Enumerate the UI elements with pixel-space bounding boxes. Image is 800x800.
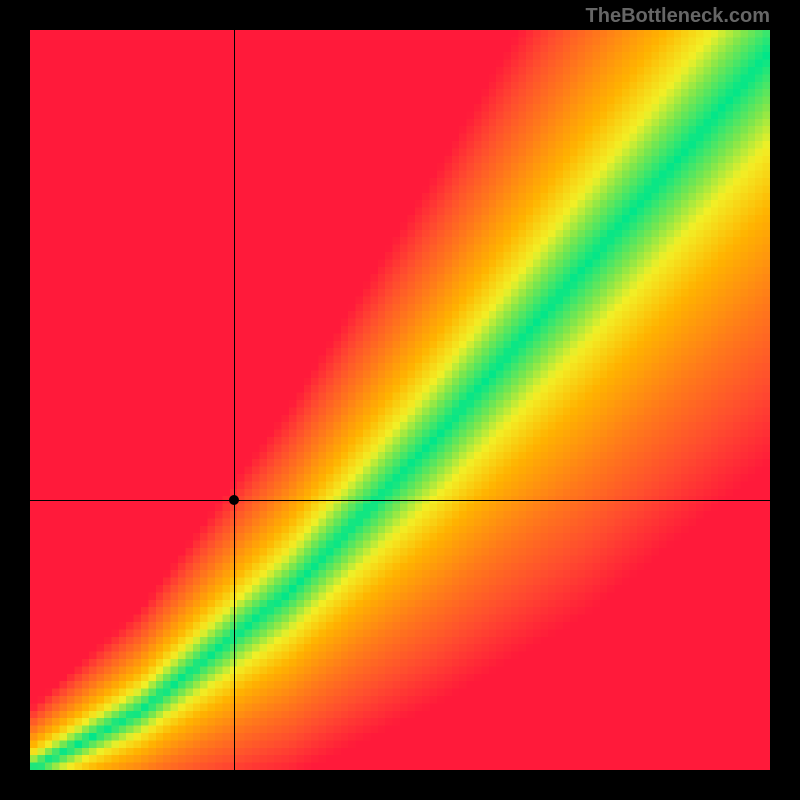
plot-area	[30, 30, 770, 770]
data-point-marker	[229, 495, 239, 505]
watermark-text: TheBottleneck.com	[586, 5, 770, 28]
crosshair-vertical	[234, 30, 235, 770]
heatmap-canvas	[30, 30, 770, 770]
chart-container: TheBottleneck.com	[0, 0, 800, 800]
crosshair-horizontal	[30, 500, 770, 501]
